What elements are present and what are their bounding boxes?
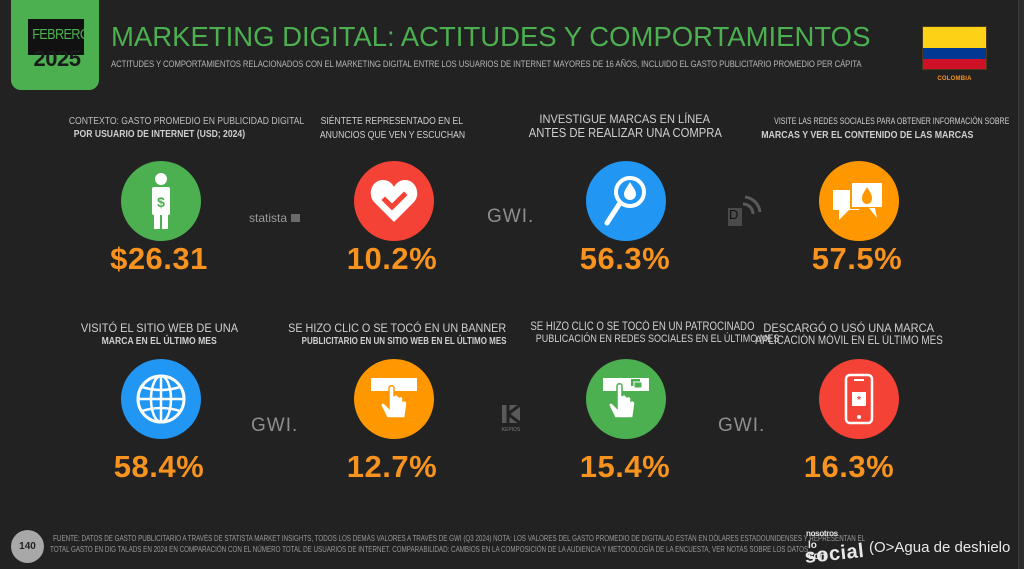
card-label-line1: SIÉNTETE REPRESENTADO EN EL bbox=[320, 115, 464, 127]
gwi-logo: GWI. bbox=[251, 415, 298, 437]
card-label-line2: MARCA EN EL ÚLTIMO MES bbox=[101, 335, 217, 347]
svg-text:*: * bbox=[857, 395, 861, 406]
card-label-line1: CONTEXTO: GASTO PROMEDIO EN PUBLICIDAD D… bbox=[68, 115, 305, 127]
date-badge: FEBRERO 2025 bbox=[11, 0, 99, 90]
gwi-logo: GWI. bbox=[487, 206, 534, 228]
card-value: 58.4% bbox=[113, 449, 205, 484]
brand-tagline: (O>Agua de deshielo bbox=[869, 539, 1011, 556]
page-title: MARKETING DIGITAL: ACTITUDES Y COMPORTAM… bbox=[111, 21, 871, 52]
brand-line-3: social bbox=[803, 539, 866, 569]
stat-card-ad-spend: CONTEXTO: GASTO PROMEDIO EN PUBLICIDAD D… bbox=[43, 115, 304, 276]
card-value: 16.3% bbox=[803, 449, 895, 484]
magnifier-icon bbox=[586, 161, 666, 241]
card-value: 10.2% bbox=[346, 241, 438, 276]
broadcast-icon bbox=[728, 195, 762, 226]
statista-mark-icon bbox=[291, 214, 301, 222]
stat-card-social-brand-info: VISITE LAS REDES SOCIALES PARA OBTENER I… bbox=[741, 115, 1009, 276]
card-label-line1: VISITE LAS REDES SOCIALES PARA OBTENER I… bbox=[774, 116, 1010, 126]
brand-line-2: lo son bbox=[808, 540, 826, 562]
svg-text:$: $ bbox=[157, 194, 165, 210]
speech-bubbles-icon bbox=[819, 161, 899, 241]
card-label-line2: PUBLICITARIO EN UN SITIO WEB EN EL ÚLTIM… bbox=[301, 336, 507, 347]
month-box bbox=[28, 19, 84, 55]
footer-line-1: FUENTE: DATOS DE GASTO PUBLICITARIO A TR… bbox=[53, 534, 866, 543]
country-label: COLOMBIA bbox=[937, 76, 972, 82]
month-label: FEBRERO bbox=[32, 26, 90, 43]
smartphone-app-icon: * bbox=[819, 359, 899, 439]
card-label-line1: INVESTIGUE MARCAS EN LÍNEA bbox=[539, 112, 711, 126]
datareportal-letter: D bbox=[729, 207, 739, 222]
social-tap-icon bbox=[586, 359, 666, 439]
banner-tap-icon bbox=[354, 359, 434, 439]
statista-logo: statista bbox=[249, 211, 301, 225]
stat-card-banner-click: SE HIZO CLIC O SE TOCÓ EN UN BANNER PUBL… bbox=[276, 321, 508, 484]
stat-card-research-brands: INVESTIGUE MARCAS EN LÍNEA ANTES DE REAL… bbox=[509, 112, 741, 276]
heart-check-icon bbox=[354, 161, 434, 241]
card-value: 15.4% bbox=[579, 449, 671, 484]
stat-card-mobile-app: DESCARGÓ O USÓ UNA MARCA APLICACIÓN MÓVI… bbox=[733, 321, 965, 484]
kepios-label: KEPIOS bbox=[501, 427, 521, 433]
brand-line-1: nosotros bbox=[806, 529, 838, 538]
card-value: 12.7% bbox=[346, 449, 438, 484]
kepios-logo: KEPIOS bbox=[499, 403, 523, 433]
card-label-line1: SE HIZO CLIC O SE TOCÓ EN UN PATROCINADO bbox=[530, 321, 755, 333]
year-label: 2025 bbox=[33, 46, 81, 71]
footer-notes: FUENTE: DATOS DE GASTO PUBLICITARIO A TR… bbox=[50, 533, 865, 555]
card-value: 56.3% bbox=[579, 241, 671, 276]
card-label-line2: ANUNCIOS QUE VEN Y ESCUCHAN bbox=[319, 129, 465, 141]
page-subtitle: ACTITUDES Y COMPORTAMIENTOS RELACIONADOS… bbox=[111, 59, 862, 69]
gwi-label: GWI. bbox=[487, 206, 535, 227]
colombia-flag-icon bbox=[922, 26, 987, 70]
card-label-line2: POR USUARIO DE INTERNET (USD; 2024) bbox=[73, 128, 245, 140]
page-number: 140 bbox=[11, 530, 44, 563]
stat-card-represented: SIÉNTETE REPRESENTADO EN EL ANUNCIOS QUE… bbox=[276, 115, 508, 276]
card-value: 57.5% bbox=[811, 241, 903, 276]
person-dollar-icon: $ bbox=[121, 161, 201, 241]
footer-line-2: TOTAL GASTO EN DIG TALADS EN 2024 EN COM… bbox=[50, 545, 810, 554]
card-label-line2: MARCAS Y VER EL CONTENIDO DE LAS MARCAS bbox=[761, 129, 974, 141]
card-label-line1: DESCARGÓ O USÓ UNA MARCA bbox=[763, 321, 935, 335]
datareportal-logo: D bbox=[727, 194, 763, 228]
gwi-label: GWI. bbox=[718, 415, 766, 436]
gwi-logo: GWI. bbox=[718, 415, 765, 437]
statista-label: statista bbox=[249, 211, 288, 225]
card-value: $26.31 bbox=[110, 241, 208, 276]
card-label-line1: VISITÓ EL SITIO WEB DE UNA bbox=[80, 321, 238, 335]
card-label-line2: APLICACIÓN MÓVIL EN EL ÚLTIMO MES bbox=[755, 335, 943, 347]
card-label-line2: PUBLICACIÓN EN REDES SOCIALES EN EL ÚLTI… bbox=[535, 333, 780, 345]
gwi-label: GWI. bbox=[251, 415, 299, 436]
kepios-mark-icon bbox=[502, 403, 521, 425]
card-label-line1: SE HIZO CLIC O SE TOCÓ EN UN BANNER bbox=[288, 321, 507, 335]
card-label-line2: ANTES DE REALIZAR UNA COMPRA bbox=[528, 126, 722, 140]
right-edge-scrollbar bbox=[1018, 0, 1024, 569]
stat-card-visited-website: VISITÓ EL SITIO WEB DE UNA MARCA EN EL Ú… bbox=[43, 321, 275, 484]
stat-card-sponsored-post-click: SE HIZO CLIC O SE TOCÓ EN UN PATROCINADO… bbox=[509, 321, 779, 484]
globe-icon bbox=[121, 359, 201, 439]
